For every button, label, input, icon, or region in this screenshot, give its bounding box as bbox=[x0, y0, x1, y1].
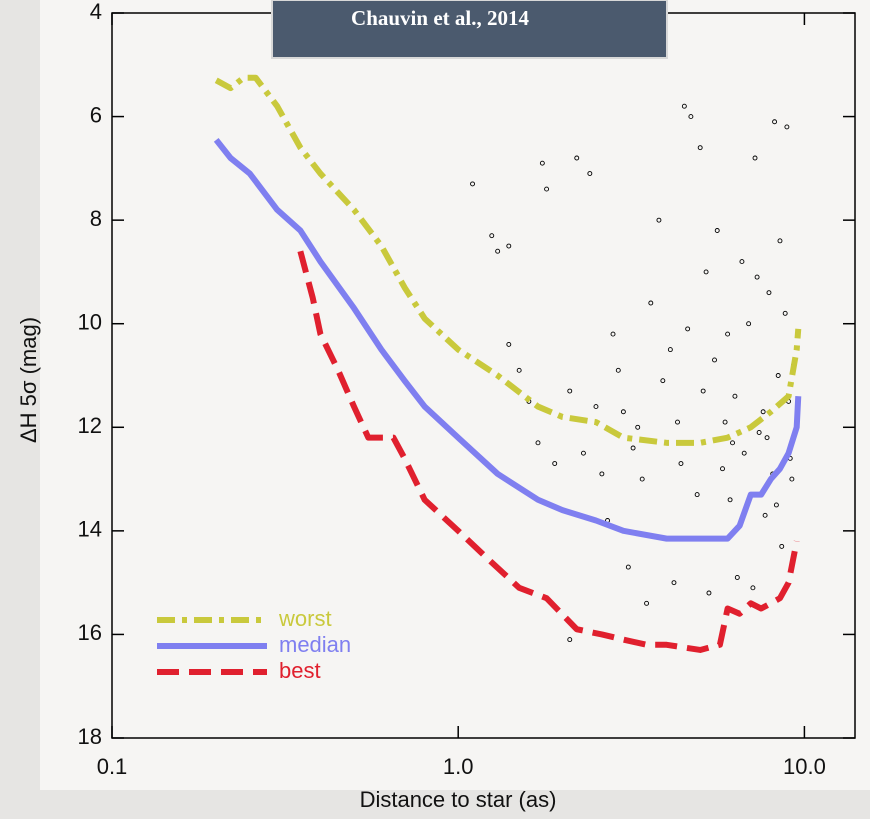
scatter-point bbox=[688, 114, 694, 120]
scatter-point bbox=[734, 575, 740, 580]
scatter-point bbox=[535, 440, 541, 446]
x-tick-label: 10.0 bbox=[783, 754, 826, 779]
scatter-point bbox=[506, 341, 512, 347]
scatter-point bbox=[495, 248, 501, 254]
scatter-point bbox=[746, 321, 752, 327]
scatter-point bbox=[506, 243, 512, 249]
scatter-point bbox=[489, 233, 495, 239]
scatter-point bbox=[694, 492, 700, 498]
scatter-point bbox=[567, 388, 573, 394]
scatter-point bbox=[567, 637, 573, 643]
scatter-point bbox=[722, 419, 728, 425]
scatter-point bbox=[712, 357, 717, 363]
series-line bbox=[214, 74, 802, 446]
scatter-point bbox=[681, 103, 687, 109]
scatter-point bbox=[784, 124, 790, 130]
y-tick-label: 16 bbox=[78, 620, 102, 645]
scatter-point bbox=[766, 290, 772, 296]
scatter-point bbox=[773, 502, 779, 508]
y-axis-label: ΔH 5σ (mag) bbox=[16, 317, 41, 443]
scatter-point bbox=[587, 171, 593, 176]
scatter-point bbox=[741, 450, 747, 456]
scatter-point bbox=[760, 409, 766, 415]
legend-label: best bbox=[279, 658, 321, 683]
scatter-point bbox=[470, 181, 475, 187]
scatter-point bbox=[685, 326, 691, 332]
scatter-point bbox=[656, 217, 662, 223]
scatter-point bbox=[752, 155, 758, 161]
y-tick-label: 12 bbox=[78, 413, 102, 438]
scatter-point bbox=[630, 445, 636, 451]
y-tick-label: 10 bbox=[78, 310, 102, 335]
scatter-point bbox=[727, 497, 733, 503]
scatter-point bbox=[779, 543, 785, 549]
legend-label: median bbox=[279, 632, 351, 657]
scatter-point bbox=[625, 564, 631, 570]
scatter-point bbox=[730, 440, 735, 446]
scatter-point bbox=[620, 409, 626, 415]
scatter-point bbox=[580, 450, 586, 456]
x-axis-label: Distance to star (as) bbox=[360, 787, 557, 812]
scatter-point bbox=[574, 155, 580, 161]
scatter-point bbox=[544, 186, 550, 192]
scatter-point bbox=[703, 269, 709, 275]
x-tick-label: 1.0 bbox=[443, 754, 474, 779]
annotation: Chauvin et al., 2014 bbox=[351, 6, 529, 30]
scatter-point bbox=[639, 476, 645, 482]
scatter-point bbox=[593, 404, 599, 410]
scatter-point bbox=[644, 600, 650, 606]
scatter-point bbox=[635, 424, 641, 430]
scatter-point bbox=[714, 228, 720, 233]
scatter-point bbox=[764, 435, 770, 441]
scatter-point bbox=[599, 471, 605, 477]
scatter-point bbox=[697, 145, 703, 151]
scatter-point bbox=[700, 388, 706, 394]
scatter-point bbox=[732, 393, 738, 399]
series-line bbox=[213, 138, 802, 542]
y-tick-label: 6 bbox=[90, 102, 102, 127]
scatter-point bbox=[675, 419, 680, 425]
scatter-point bbox=[552, 461, 558, 466]
scatter-point bbox=[789, 476, 795, 482]
scatter-point bbox=[667, 347, 673, 353]
scatter-point bbox=[772, 119, 778, 125]
scatter-point bbox=[706, 590, 712, 596]
legend-label: worst bbox=[278, 606, 332, 631]
scatter-point bbox=[739, 259, 745, 265]
scatter-point bbox=[660, 378, 666, 384]
scatter-point bbox=[750, 585, 756, 591]
y-tick-label: 18 bbox=[78, 724, 102, 749]
scatter-point bbox=[615, 367, 621, 373]
scatter-point bbox=[671, 580, 677, 586]
scatter-point bbox=[782, 310, 788, 316]
scatter-point bbox=[777, 238, 783, 244]
y-tick-label: 4 bbox=[90, 0, 102, 24]
scatter-point bbox=[762, 512, 768, 518]
scatter-point bbox=[539, 160, 545, 166]
scatter-point bbox=[610, 331, 616, 337]
scatter-point bbox=[754, 274, 760, 280]
scatter-point bbox=[720, 466, 725, 472]
sheet bbox=[40, 0, 870, 790]
y-tick-label: 8 bbox=[90, 206, 102, 231]
series-line bbox=[297, 250, 800, 653]
scatter-point bbox=[678, 461, 684, 466]
scatter-point bbox=[648, 300, 654, 306]
scatter-point bbox=[516, 367, 522, 373]
x-tick-label: 0.1 bbox=[97, 754, 128, 779]
annotation-box bbox=[271, 0, 668, 59]
y-tick-label: 14 bbox=[78, 517, 102, 542]
scatter-point bbox=[756, 430, 762, 435]
scatter-point bbox=[725, 331, 731, 337]
scatter-point bbox=[775, 373, 781, 378]
